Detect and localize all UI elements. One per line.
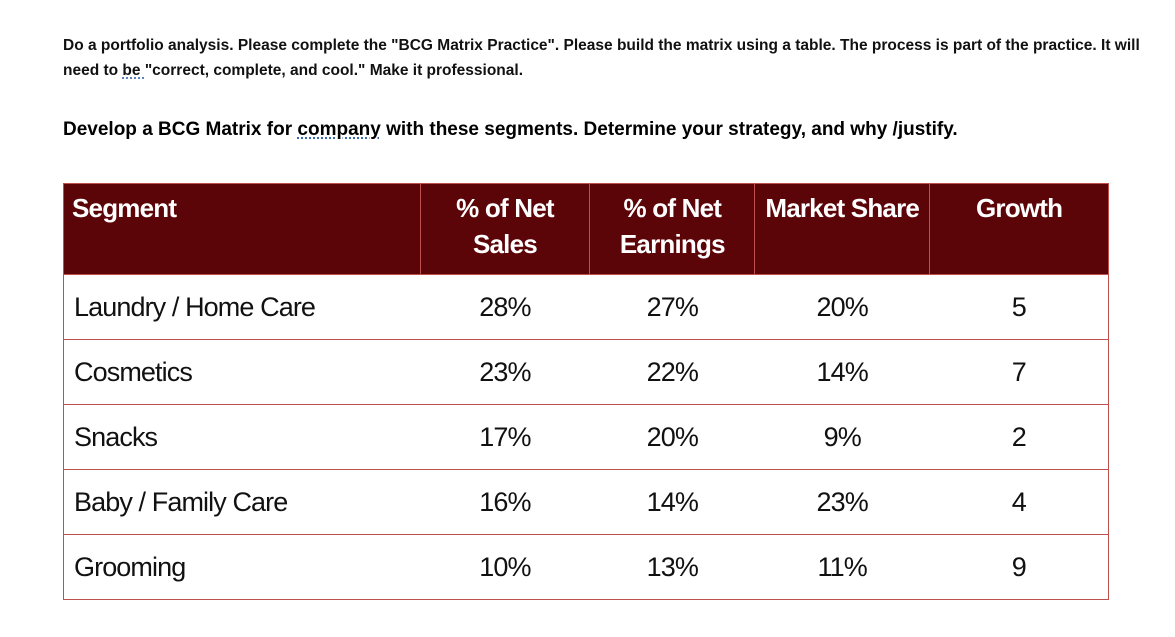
table-cell: 20% [589, 404, 755, 470]
table-cell: 28% [420, 274, 590, 340]
table-cell: Laundry / Home Care [63, 274, 421, 340]
table-cell: 17% [420, 404, 590, 470]
table-cell: 5 [929, 274, 1109, 340]
table-row: Laundry / Home Care 28% 27% 20% 5 [63, 274, 1109, 340]
table-cell: 11% [754, 534, 930, 600]
table-cell: 27% [589, 274, 755, 340]
header-cell: % of Net Sales [419, 183, 591, 275]
task-text: company [297, 119, 381, 140]
table-cell: Snacks [63, 404, 421, 470]
instructions-text: "correct, complete, and cool." Make it p… [144, 62, 524, 79]
header-cell: Segment [63, 183, 421, 275]
header-cell: Market Share [754, 183, 931, 275]
table-cell: 20% [754, 274, 930, 340]
instructions: Do a portfolio analysis. Please complete… [63, 33, 1153, 83]
instructions-text: be [122, 62, 145, 79]
table-cell: 14% [754, 339, 930, 405]
task-text: with these segments. Determine your stra… [380, 119, 958, 140]
bcg-table: Segment% of Net Sales% of Net Earnings Ma… [63, 183, 1109, 600]
table-cell: Grooming [63, 534, 421, 600]
header-cell: % of Net Earnings [589, 183, 756, 275]
task-text: Develop a BCG Matrix for [63, 119, 298, 140]
instructions-text: Do a portfolio analysis. Please complete… [63, 37, 1140, 79]
table-cell: 9 [929, 534, 1109, 600]
table-cell: 13% [589, 534, 755, 600]
table-row: Snacks 17% 20% 9% 2 [63, 404, 1109, 470]
table-body: Laundry / Home Care 28% 27% 20% 5 Cosmetics 23… [63, 274, 1109, 600]
table-cell: 4 [929, 469, 1109, 535]
table-cell: 22% [589, 339, 755, 405]
header-row: Segment% of Net Sales% of Net Earnings Ma… [63, 183, 1109, 275]
table-cell: 16% [420, 469, 590, 535]
table-row: Cosmetics 23% 22% 14% 7 [63, 339, 1109, 405]
task: Develop a BCG Matrix for company with th… [63, 119, 958, 141]
table-cell: 23% [754, 469, 930, 535]
table-cell: Cosmetics [63, 339, 421, 405]
table-cell: 14% [589, 469, 755, 535]
table-cell: 9% [754, 404, 930, 470]
table-cell: 23% [420, 339, 590, 405]
table-cell: 2 [929, 404, 1109, 470]
header-cell: Growth [929, 183, 1109, 275]
table-row: Grooming 10% 13% 11% 9 [63, 534, 1109, 600]
table-row: Baby / Family Care 16% 14% 23% 4 [63, 469, 1109, 535]
table-cell: 7 [929, 339, 1109, 405]
table-cell: Baby / Family Care [63, 469, 421, 535]
table-cell: 10% [420, 534, 590, 600]
